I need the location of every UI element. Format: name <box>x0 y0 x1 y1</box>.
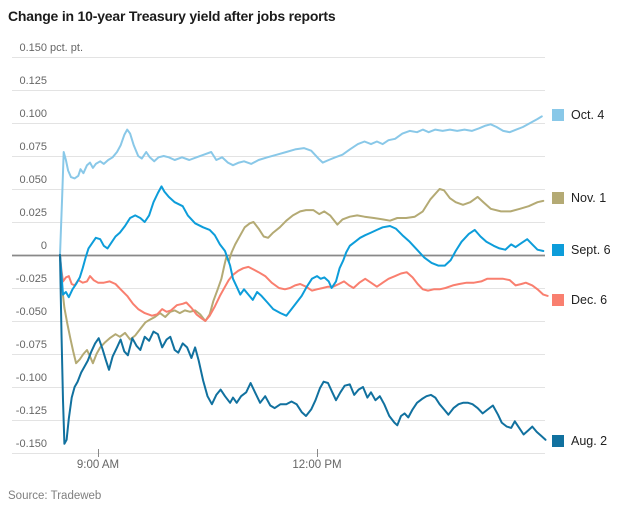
chart-title: Change in 10-year Treasury yield after j… <box>8 8 336 24</box>
series-line-nov-1 <box>59 188 545 365</box>
series-line-dec-6 <box>59 254 549 322</box>
y-axis-label: -0.050 <box>15 306 47 318</box>
y-axis-label: 0.025 <box>19 207 47 219</box>
legend-label-sept-6: Sept. 6 <box>571 242 611 257</box>
legend-item-oct-4: Oct. 4 <box>552 106 605 122</box>
y-axis-label: 0 <box>40 240 47 252</box>
y-axis-label: -0.150 <box>15 438 47 450</box>
series-line-sept-6 <box>59 185 545 317</box>
y-axis-label: -0.125 <box>15 405 47 417</box>
legend-swatch-dec-6 <box>552 293 564 306</box>
legend-swatch-nov-1 <box>552 191 564 204</box>
legend-item-dec-6: Dec. 6 <box>552 291 608 307</box>
y-axis-label: 0.100 <box>19 108 47 120</box>
x-axis-label: 12:00 PM <box>292 459 342 471</box>
legend-item-nov-1: Nov. 1 <box>552 189 607 205</box>
y-axis-label: 0.075 <box>19 141 47 153</box>
x-axis-label: 9:00 AM <box>76 459 120 471</box>
y-axis-label: 0.150 pct. pt. <box>19 42 84 54</box>
y-axis-label: -0.075 <box>15 339 47 351</box>
series-line-aug-2 <box>59 254 547 445</box>
legend-label-oct-4: Oct. 4 <box>571 107 605 122</box>
y-axis-unit: pct. pt. <box>50 42 84 54</box>
y-axis-label: -0.100 <box>15 372 47 384</box>
legend-item-sept-6: Sept. 6 <box>552 241 611 257</box>
legend-swatch-sept-6 <box>552 243 564 256</box>
legend-swatch-oct-4 <box>552 108 564 121</box>
legend-item-aug-2: Aug. 2 <box>552 432 608 448</box>
y-axis-label: -0.025 <box>15 273 47 285</box>
series-line-oct-4 <box>59 115 543 256</box>
legend-swatch-aug-2 <box>552 434 564 447</box>
source-attribution: Source: Tradeweb <box>8 490 102 502</box>
legend-label-dec-6: Dec. 6 <box>571 292 608 307</box>
y-axis-label: 0.050 <box>19 174 47 186</box>
legend-label-aug-2: Aug. 2 <box>571 433 608 448</box>
y-axis-label: 0.125 <box>19 75 47 87</box>
legend-label-nov-1: Nov. 1 <box>571 190 607 205</box>
